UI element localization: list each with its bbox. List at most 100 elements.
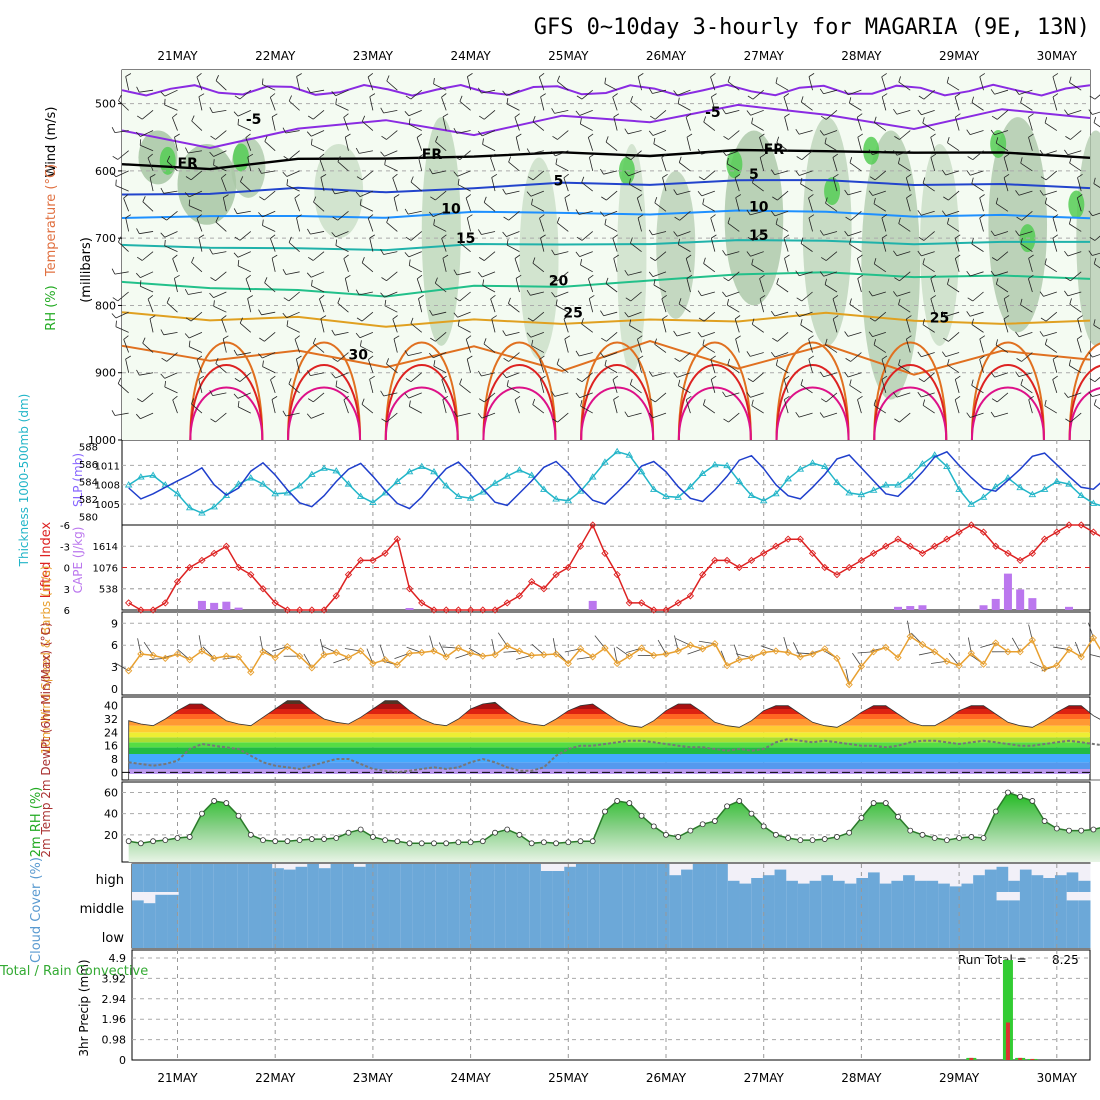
wind-barb [654,343,667,353]
wind-barb [285,271,300,275]
wind-barb-flag [604,218,607,225]
wind-barb [972,291,984,302]
wind-barb-flag [459,95,463,102]
wind10-line-point [454,644,463,652]
wind-barb-flag [747,95,754,100]
wind-barb-flag [898,298,901,305]
rh-line-point [809,837,816,844]
date-label-top: 24MAY [450,49,491,63]
wind-barb-flag [954,234,961,239]
rh-line-point [443,840,450,847]
wind-barb [262,352,276,359]
wind-barb-flag [698,176,705,181]
wind10-line-point [931,648,939,656]
wind-barb [604,83,618,91]
cloud-bar-high [973,875,986,892]
wind-barb-flag [849,156,853,163]
wind-barb [442,258,447,272]
wind-barb-flag [824,137,827,144]
surface-isotherm-arch [189,341,264,441]
wind-barb-flag [922,399,926,406]
wind-barb-flag [540,93,546,98]
rh-line-point [846,829,853,836]
cloud-bar-middle [938,892,951,920]
wind-barb [874,311,887,322]
wind10-line-point [796,653,804,661]
wind-barb [652,130,667,136]
wind-barb-flag [1028,133,1034,138]
wind10-line-point [906,632,914,641]
wind-barb-flag [384,299,387,306]
wind-barb [703,404,716,414]
cloud-bar-middle [1078,900,1091,920]
wind-barb [662,177,667,192]
wind-barb-flag [111,313,117,319]
wind-barb [530,150,544,155]
wind-barb-flag [784,395,790,400]
wind-barb-flag [678,156,682,163]
rh-shade-10 [920,144,960,346]
wind-barb-flag [990,270,995,277]
wind-barb [367,218,374,232]
wind-barb [236,352,251,356]
lifted-index-line-point [772,542,780,550]
wind10-line-point [735,656,743,664]
thickness-line-point [625,451,634,458]
wind-barb [540,237,545,252]
wind-barb-flag [312,337,316,344]
wind-barb [237,124,251,131]
cloud-bar-high [400,864,413,892]
wind-barb [532,170,545,181]
isotherm-t25 [121,311,1091,328]
wind10-line-point [894,653,902,662]
wind-barb [1070,271,1082,282]
wind10-barb [303,653,313,669]
wind-barb-flag [673,372,678,378]
wind-barb [627,271,642,276]
rh-line-point [1041,818,1048,824]
wind-barb-flag [1003,295,1010,300]
wind-barb [288,100,300,111]
cloud-bar-low [868,920,881,948]
cloud-bar-low [704,920,717,948]
wind-barb [923,372,935,383]
rh-line-point [785,835,792,841]
wind-barb-flag [1088,352,1093,358]
wind-barb-flag [506,98,509,105]
wind-barb-flag [477,370,482,377]
cloud-bar-low [903,920,916,948]
thickness-line-point [1053,477,1061,484]
wind-barb-flag [710,375,717,380]
wind10-line-point [393,661,401,669]
wind-barb [979,217,984,232]
wind-barb-flag [247,153,254,158]
cloud-bar-middle [353,892,367,920]
wind-barb-flag [1064,109,1069,115]
rh-line-point [602,808,608,815]
wind-barb-flag [947,217,950,224]
wind-barb [172,258,178,272]
cloud-bar-middle [248,892,262,920]
wind-barb-flag [624,128,629,135]
rh-line-point [968,834,975,840]
cloud-bar-high [389,864,402,892]
wind-barb-flag [215,75,219,81]
wind-barb-flag [209,390,213,396]
wind-barb-flag [123,194,129,199]
wind-barb-flag [552,418,558,423]
wind-barb-flag [673,231,678,237]
wind-barb-flag [881,73,887,78]
wind-barb-flag [649,398,656,403]
cloud-bar-middle [821,892,834,920]
wind-barb-flag [264,135,268,142]
chart-title: GFS 0~10day 3-hourly for MAGARIA (9E, 13… [534,15,1090,40]
wind-barb-flag [844,331,849,337]
cloud-bar-low [692,920,705,948]
wind-barb [824,143,838,152]
wind-barb-flag [648,88,653,94]
thickness-tick: 584 [79,478,98,489]
thickness-line-point [943,462,951,470]
wind-barb-flag [869,176,876,181]
cloud-bar-low [143,920,156,948]
wind-barb [849,162,862,172]
